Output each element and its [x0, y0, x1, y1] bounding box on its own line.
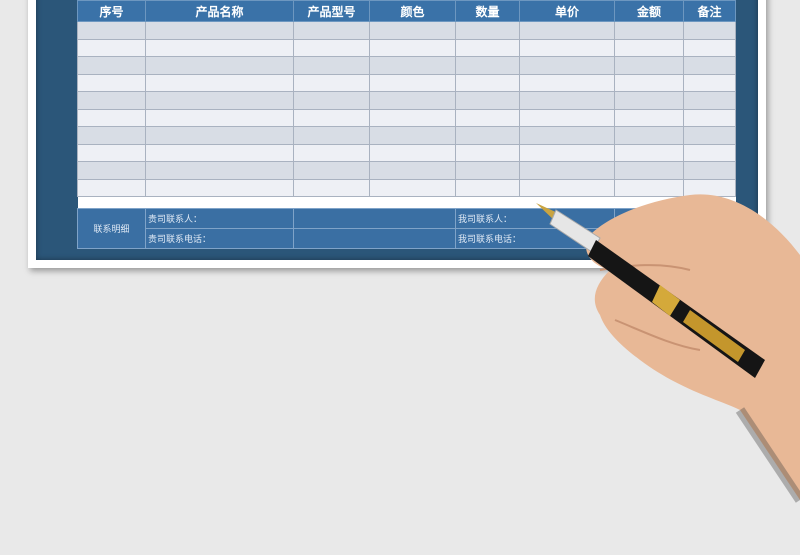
table-cell[interactable] — [369, 126, 456, 145]
table-cell[interactable] — [77, 161, 146, 180]
table-cell[interactable] — [519, 161, 615, 180]
table-row — [77, 143, 736, 162]
col-header-unit-price: 单价 — [519, 0, 615, 22]
table-cell[interactable] — [369, 91, 456, 110]
table-row — [77, 161, 736, 180]
col-header-index: 序号 — [77, 0, 146, 22]
table-cell[interactable] — [683, 178, 736, 197]
table-cell[interactable] — [519, 56, 615, 75]
table-cell[interactable] — [145, 73, 294, 92]
table-cell[interactable] — [519, 21, 615, 40]
col-header-quantity: 数量 — [455, 0, 520, 22]
table-cell[interactable] — [77, 178, 146, 197]
their-contact-label: 贵司联系人： — [145, 208, 294, 229]
col-header-remarks: 备注 — [683, 0, 736, 22]
table-row — [77, 73, 736, 92]
table-row — [77, 126, 736, 145]
table-cell[interactable] — [293, 38, 370, 57]
table-cell[interactable] — [614, 21, 684, 40]
spacer-cell — [77, 196, 736, 209]
table-cell[interactable] — [683, 73, 736, 92]
spacer-row — [77, 196, 736, 209]
their-phone-label: 贵司联系电话： — [145, 228, 294, 249]
hand-icon — [586, 194, 800, 503]
table-cell[interactable] — [369, 38, 456, 57]
table-cell[interactable] — [614, 178, 684, 197]
table-cell[interactable] — [614, 38, 684, 57]
header-row: 序号 产品名称 产品型号 颜色 数量 单价 金额 备注 — [77, 0, 736, 22]
table-cell[interactable] — [77, 38, 146, 57]
table-cell[interactable] — [683, 91, 736, 110]
order-table: 序号 产品名称 产品型号 颜色 数量 单价 金额 备注 联系明细 贵司联系人： … — [77, 0, 736, 249]
table-cell[interactable] — [293, 161, 370, 180]
table-cell[interactable] — [455, 143, 520, 162]
table-cell[interactable] — [293, 108, 370, 127]
col-header-color: 颜色 — [369, 0, 456, 22]
table-cell[interactable] — [369, 73, 456, 92]
their-phone-value[interactable] — [293, 228, 456, 249]
table-cell[interactable] — [614, 143, 684, 162]
fountain-pen-icon — [536, 203, 765, 378]
table-cell[interactable] — [614, 91, 684, 110]
table-cell[interactable] — [369, 143, 456, 162]
table-cell[interactable] — [77, 126, 146, 145]
table-cell[interactable] — [519, 126, 615, 145]
table-cell[interactable] — [293, 126, 370, 145]
table-cell[interactable] — [145, 178, 294, 197]
table-cell[interactable] — [683, 108, 736, 127]
table-row — [77, 21, 736, 40]
table-cell[interactable] — [293, 178, 370, 197]
table-cell[interactable] — [455, 161, 520, 180]
table-cell[interactable] — [77, 21, 146, 40]
table-cell[interactable] — [519, 143, 615, 162]
table-cell[interactable] — [614, 73, 684, 92]
table-cell[interactable] — [683, 56, 736, 75]
col-header-model: 产品型号 — [293, 0, 370, 22]
table-cell[interactable] — [145, 143, 294, 162]
table-cell[interactable] — [369, 21, 456, 40]
table-cell[interactable] — [614, 126, 684, 145]
table-cell[interactable] — [519, 91, 615, 110]
table-cell[interactable] — [455, 178, 520, 197]
table-cell[interactable] — [145, 161, 294, 180]
table-cell[interactable] — [519, 178, 615, 197]
contact-section-label: 联系明细 — [77, 208, 146, 249]
table-cell[interactable] — [369, 178, 456, 197]
table-row — [77, 38, 736, 57]
table-cell[interactable] — [145, 38, 294, 57]
table-cell[interactable] — [519, 73, 615, 92]
col-header-amount: 金额 — [614, 0, 684, 22]
table-row — [77, 178, 736, 197]
table-cell[interactable] — [293, 56, 370, 75]
table-cell[interactable] — [683, 161, 736, 180]
table-cell[interactable] — [77, 143, 146, 162]
table-cell[interactable] — [77, 91, 146, 110]
col-header-product-name: 产品名称 — [145, 0, 294, 22]
